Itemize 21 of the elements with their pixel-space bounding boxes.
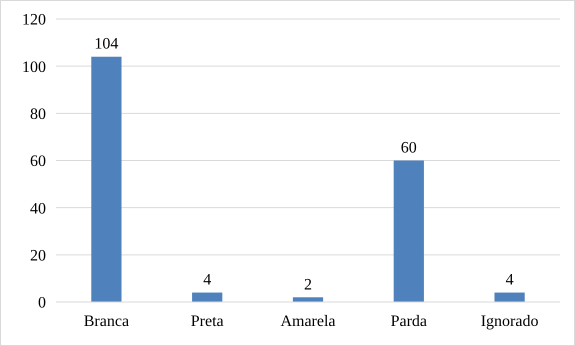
x-tick-label: Parda [390,313,428,330]
x-tick-label: Branca [84,313,130,330]
data-label: 4 [506,272,514,289]
data-label: 104 [94,36,118,53]
data-label: 60 [400,140,417,156]
y-tick-label: 100 [22,58,46,76]
data-label: 4 [203,272,212,289]
bar [394,160,424,302]
x-tick-label: Ignorado [480,313,538,330]
y-tick-label: 120 [22,12,46,29]
x-tick-label: Preta [190,313,224,330]
y-tick-label: 20 [30,247,46,264]
x-tick-label: Amarela [280,313,336,330]
bar [192,292,222,302]
y-tick-label: 60 [30,153,46,170]
bar [494,292,525,302]
data-label: 2 [304,276,312,294]
y-tick-label: 0 [38,294,46,312]
y-tick-label: 80 [30,106,46,123]
bar [91,56,122,302]
y-tick-label: 40 [30,200,46,218]
